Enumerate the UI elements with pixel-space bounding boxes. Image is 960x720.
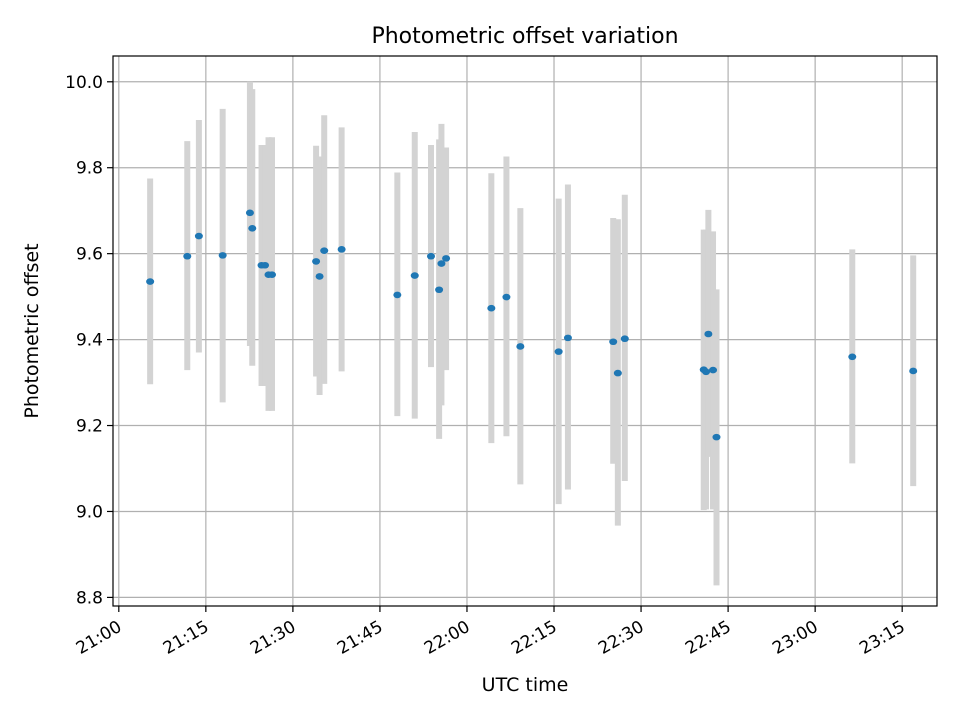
data-point	[393, 291, 402, 299]
y-tick-label: 9.4	[76, 331, 103, 351]
data-point	[516, 343, 525, 350]
data-point	[245, 209, 254, 217]
data-point	[712, 433, 721, 441]
y-tick-label: 9.0	[76, 502, 103, 522]
data-point	[554, 348, 563, 355]
data-point	[487, 304, 496, 312]
x-axis-label: UTC time	[482, 674, 569, 696]
data-point	[848, 353, 857, 361]
data-point	[315, 273, 324, 280]
data-point	[410, 272, 419, 279]
data-point	[709, 366, 718, 374]
y-tick-label: 10.0	[65, 73, 103, 93]
y-axis-ticks: 8.8 9.0 9.2 9.4 9.6 9.8 10.0	[65, 73, 113, 608]
data-point	[563, 334, 572, 342]
data-point	[183, 252, 192, 260]
y-axis-label: Photometric offset	[21, 243, 43, 418]
plot-frame	[112, 55, 938, 607]
data-point	[194, 232, 203, 240]
data-point	[146, 278, 155, 285]
data-point	[261, 261, 270, 269]
data-point	[613, 369, 622, 377]
data-point	[320, 247, 329, 254]
y-tick-label: 9.2	[76, 417, 103, 437]
grid-lines	[113, 56, 937, 606]
data-point	[702, 368, 711, 376]
data-point	[337, 246, 346, 253]
data-points	[146, 209, 918, 441]
y-tick-label: 9.8	[76, 159, 103, 179]
data-point	[435, 286, 444, 294]
data-point	[218, 252, 227, 259]
data-point	[312, 258, 321, 265]
data-point	[442, 255, 451, 262]
chart-title: Photometric offset variation	[371, 24, 678, 49]
data-point	[909, 367, 918, 375]
data-point	[609, 338, 618, 346]
data-point	[248, 225, 257, 232]
y-tick-label: 8.8	[76, 588, 103, 608]
data-point	[267, 271, 276, 279]
data-point	[437, 260, 446, 267]
data-point	[502, 293, 511, 301]
data-point	[426, 252, 435, 260]
data-point	[620, 335, 629, 343]
data-point	[704, 330, 713, 338]
y-tick-label: 9.6	[76, 245, 103, 265]
